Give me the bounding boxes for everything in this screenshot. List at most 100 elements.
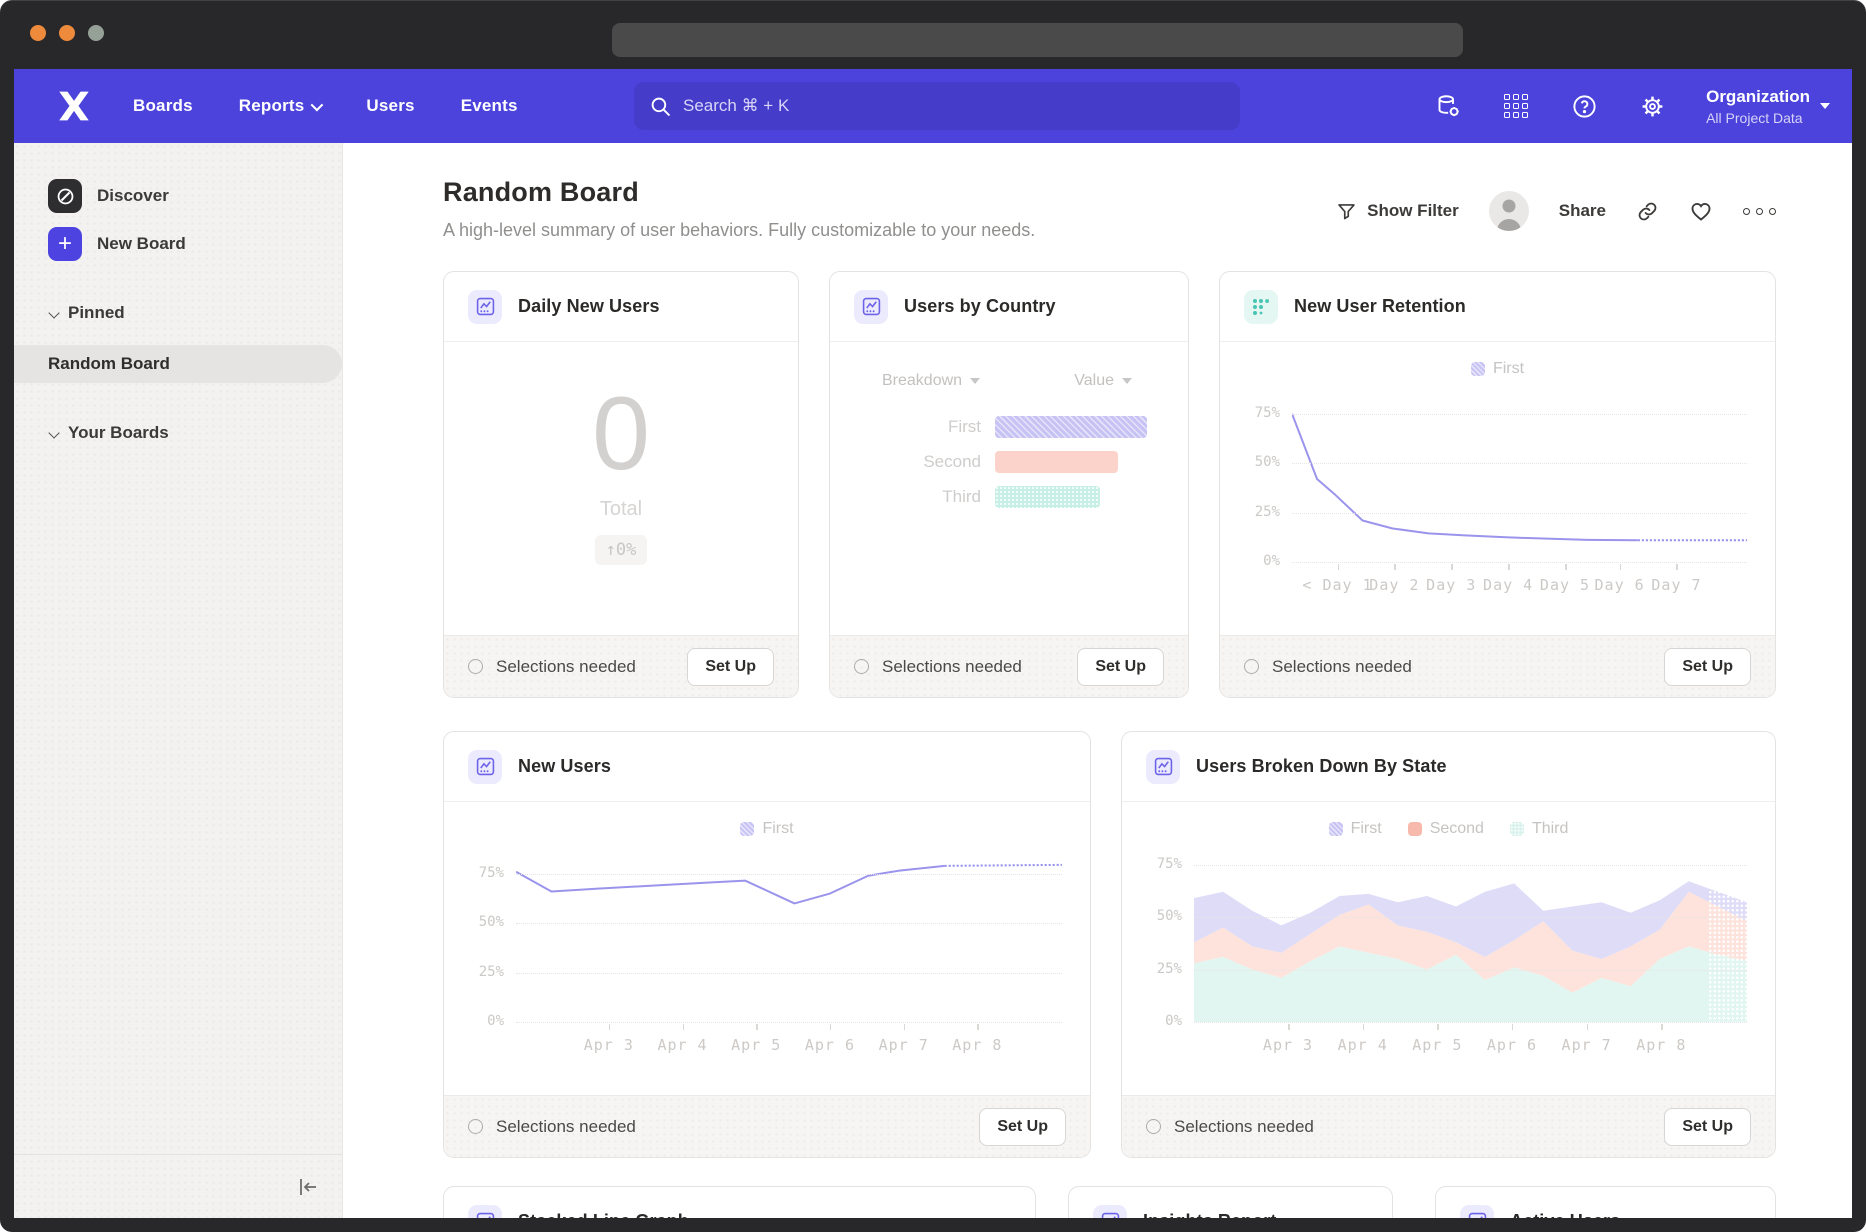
new-users-plot: 0% 25% 50% 75% Apr 3 Apr 4 Apr 5 Apr 6 Apr 7 Apr … [479,854,1062,1054]
share-button[interactable]: Share [1559,201,1606,221]
settings-gear-icon[interactable] [1638,92,1666,120]
show-filter-button[interactable]: Show Filter [1336,201,1459,222]
nav-items: Boards Reports Users Events [110,96,541,116]
window-zoom-button[interactable] [88,25,104,41]
sidebar-item-discover[interactable]: Discover [48,179,342,213]
window-minimize-button[interactable] [59,25,75,41]
y-axis-label: 0% [1263,553,1280,570]
chevron-down-icon [1820,103,1830,109]
area-chart-body: First Second Third 0% 25% 50% 75% Apr 3 Apr 4 Ap… [1122,802,1775,1095]
x-axis-label: Apr 5 [731,1036,782,1054]
dropdown-label: Value [1074,372,1114,389]
chevron-down-icon [310,98,324,111]
y-axis-label: 50% [478,914,504,931]
chart-legend: First [444,820,1090,838]
legend-label: Third [1531,820,1569,837]
card-new-users: New Users First 0% 25% 50% 75% Apr 3 Apr 4 Apr… [443,731,1091,1158]
x-axis-tick [1619,564,1622,570]
gridline [1292,413,1747,415]
share-label: Share [1558,201,1606,220]
window-close-button[interactable] [30,25,46,41]
apps-grid-icon[interactable] [1502,92,1530,120]
nav-item-events[interactable]: Events [438,96,541,116]
status-text: Selections needed [1174,1116,1314,1136]
gridline [1292,463,1747,465]
set-up-button[interactable]: Set Up [979,1107,1066,1146]
nav-item-users[interactable]: Users [343,96,437,116]
line-chart-icon [468,749,502,784]
x-axis-tick [1337,564,1339,570]
x-axis-label: Apr 4 [657,1036,708,1054]
sidebar: Discover + New Board Pinned Random Board… [14,143,343,1218]
browser-url-bar[interactable] [612,23,1463,57]
status-circle-icon [854,659,869,674]
copy-link-icon[interactable] [1636,200,1659,223]
top-navbar: Boards Reports Users Events Search ⌘ + K [14,69,1852,143]
search-input[interactable]: Search ⌘ + K [634,82,1240,130]
x-axis-tick [756,1024,758,1030]
x-axis-label: Apr 4 [1337,1036,1388,1054]
x-axis-tick [1661,1024,1663,1030]
navbar-right: Organization All Project Data [1434,69,1830,143]
data-management-icon[interactable] [1434,92,1462,120]
legend-swatch-icon [1328,822,1343,836]
nav-item-reports[interactable]: Reports [216,96,344,116]
y-axis-label: 50% [1254,454,1280,471]
chevron-down-icon [48,307,60,319]
set-up-button[interactable]: Set Up [1664,1107,1751,1146]
nav-item-label: Events [460,96,518,115]
avatar[interactable] [1488,191,1529,231]
metric-label: Total [599,498,643,520]
x-axis-label: Apr 8 [952,1036,1003,1054]
line-chart-icon [1146,749,1180,784]
set-up-button[interactable]: Set Up [1077,647,1164,686]
chevron-down-icon [48,427,60,439]
x-axis-label: Day 6 [1594,576,1645,594]
sidebar-item-random-board[interactable]: Random Board [14,345,342,383]
y-axis-label: 0% [487,1013,504,1030]
x-axis-tick [1676,564,1678,570]
y-axis-label: 75% [1156,855,1182,872]
gridline [1194,969,1747,971]
favorite-heart-icon[interactable] [1689,199,1713,223]
card-title: Insights Report [1143,1211,1277,1218]
metric-value: 0 [592,376,650,492]
x-axis-tick [1508,564,1510,570]
forecast-region [1708,854,1747,1022]
x-axis-label: Apr 6 [804,1036,856,1054]
x-axis-label: Day 5 [1539,576,1591,594]
card-title: New Users [518,756,611,776]
set-up-button[interactable]: Set Up [1664,647,1751,686]
nav-item-boards[interactable]: Boards [110,96,216,116]
value-dropdown[interactable]: Value [1074,372,1132,390]
sidebar-section-your-boards[interactable]: Your Boards [48,423,342,443]
bar-row: First [830,416,1188,438]
org-project: All Project Data [1706,109,1803,126]
mixpanel-logo-icon[interactable] [56,91,92,121]
more-options-icon[interactable] [1743,207,1776,215]
help-icon[interactable] [1570,92,1598,120]
collapse-sidebar-icon[interactable] [296,1175,320,1199]
x-axis-tick [1586,1024,1589,1030]
legend-label: Second [1429,820,1484,837]
bar-chart-body: Breakdown Value First Second Third [830,342,1188,635]
breakdown-dropdown[interactable]: Breakdown [882,372,981,390]
funnel-icon [1338,203,1355,219]
set-up-button[interactable]: Set Up [687,647,774,686]
status-circle-icon [468,1119,483,1134]
bar-label: Third [942,487,981,506]
card-users-by-state: Users Broken Down By State First Second Th… [1121,731,1776,1158]
legend-item: Second [1407,820,1484,838]
status-text: Selections needed [496,1116,636,1136]
sidebar-item-label: Discover [97,186,169,205]
line-chart-icon [468,1204,502,1218]
x-axis-label: Day 4 [1483,576,1534,594]
sidebar-section-pinned[interactable]: Pinned [48,303,342,323]
x-axis-label: Apr 6 [1486,1036,1538,1054]
card-title: New User Retention [1294,296,1466,316]
legend-item: First [1328,820,1382,838]
y-axis-label: 0% [1165,1013,1182,1030]
org-switcher[interactable]: Organization All Project Data [1706,87,1830,126]
sidebar-item-new-board[interactable]: + New Board [48,227,342,261]
